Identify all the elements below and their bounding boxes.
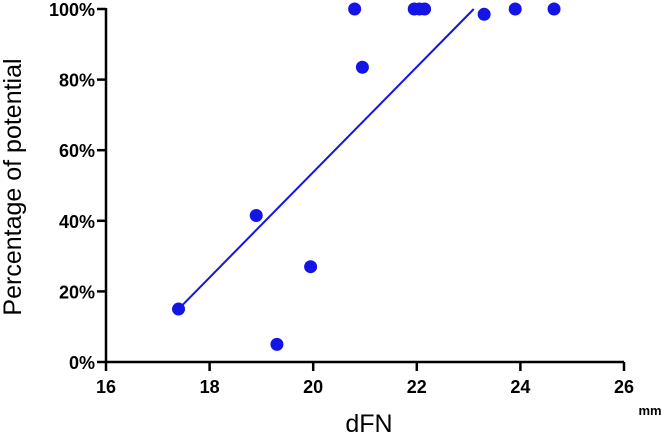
data-point: [270, 337, 284, 351]
axes: [104, 8, 624, 364]
y-axis-title: Percentage of potential: [0, 58, 27, 315]
y-ticks: 0% 20% 40% 60% 80% 100%: [49, 0, 106, 373]
x-tick-label: 24: [510, 377, 530, 397]
data-point: [172, 302, 186, 316]
data-point: [477, 7, 491, 21]
y-tick-label: 100%: [49, 0, 95, 20]
y-tick-label: 60%: [59, 141, 95, 161]
data-points-layer: [172, 2, 561, 351]
x-tick-label: 18: [200, 377, 220, 397]
data-point: [249, 209, 263, 223]
data-point: [355, 60, 369, 74]
data-point: [304, 260, 318, 274]
x-axis-title: dFN: [345, 410, 392, 434]
x-tick-label: 22: [407, 377, 427, 397]
y-tick-label: 40%: [59, 212, 95, 232]
x-tick-label: 26: [614, 377, 634, 397]
data-point: [547, 2, 561, 16]
x-ticks: 16 18 20 22 24 26: [96, 362, 634, 397]
y-tick-label: 20%: [59, 282, 95, 302]
x-tick-label: 20: [303, 377, 323, 397]
data-point: [348, 2, 362, 16]
x-axis-unit: mm: [638, 403, 661, 418]
data-point: [418, 2, 432, 16]
x-tick-label: 16: [96, 377, 116, 397]
y-tick-label: 80%: [59, 71, 95, 91]
fit-line-layer: [177, 8, 475, 310]
regression-line: [177, 8, 475, 310]
y-tick-label: 0%: [69, 353, 95, 373]
data-point: [508, 2, 522, 16]
